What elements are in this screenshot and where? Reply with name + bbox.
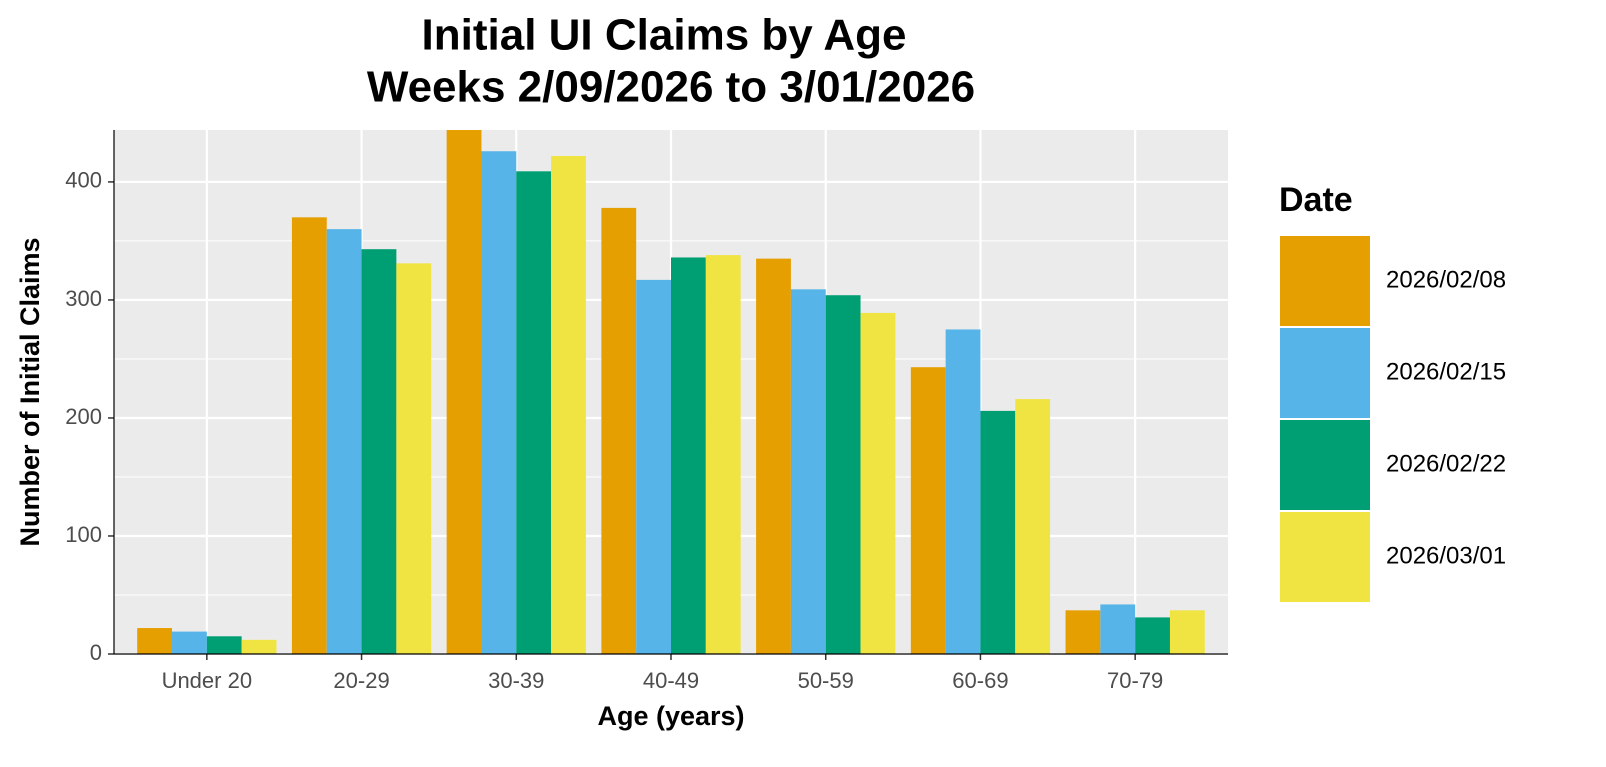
bar [137,628,173,654]
bar [910,367,946,654]
bar [1135,617,1170,654]
bar [1015,399,1051,654]
bar [636,279,671,654]
bar [172,631,207,654]
x-tick-label: Under 20 [162,668,253,693]
bar [705,255,741,654]
bar [551,155,586,654]
x-axis-title: Age (years) [597,701,744,731]
legend-swatch [1278,418,1372,512]
bar [860,312,896,654]
bar [361,249,397,655]
legend-swatch [1278,510,1372,604]
x-tick-label: 60-69 [952,668,1008,693]
bar [206,636,242,654]
chart-title: Initial UI Claims by Age [422,11,907,60]
bar [241,639,277,654]
legend-label: 2026/03/01 [1386,542,1506,569]
bar [291,217,327,655]
y-axis-title: Number of Initial Claims [15,237,45,546]
x-tick-label: 20-29 [333,668,389,693]
y-tick-label: 0 [90,640,102,665]
y-tick-label: 100 [65,522,102,547]
bar [756,258,791,654]
y-tick-label: 300 [65,286,102,311]
bar [601,207,637,654]
bar [1065,610,1101,654]
legend-label: 2026/02/22 [1386,450,1506,477]
legend-swatch [1278,326,1372,420]
x-tick-label: 70-79 [1107,668,1163,693]
bar [980,410,1016,654]
legend-title: Date [1279,181,1353,219]
bar [481,151,517,655]
y-tick-label: 400 [65,168,102,193]
bar [446,130,482,654]
bar [516,171,552,654]
chart-subtitle: Weeks 2/09/2026 to 3/01/2026 [367,63,975,112]
legend-swatch [1278,234,1372,328]
x-tick-label: 50-59 [798,668,854,693]
bar [326,229,362,654]
bar [825,295,861,654]
bar [1100,604,1136,654]
bar [396,263,432,654]
x-tick-label: 30-39 [488,668,544,693]
legend-label: 2026/02/08 [1386,266,1506,293]
bar [945,329,981,654]
legend-label: 2026/02/15 [1386,358,1506,385]
bar [790,289,826,654]
bar [1169,610,1205,654]
x-tick-label: 40-49 [643,668,699,693]
y-tick-label: 200 [65,404,102,429]
bar [671,257,706,654]
